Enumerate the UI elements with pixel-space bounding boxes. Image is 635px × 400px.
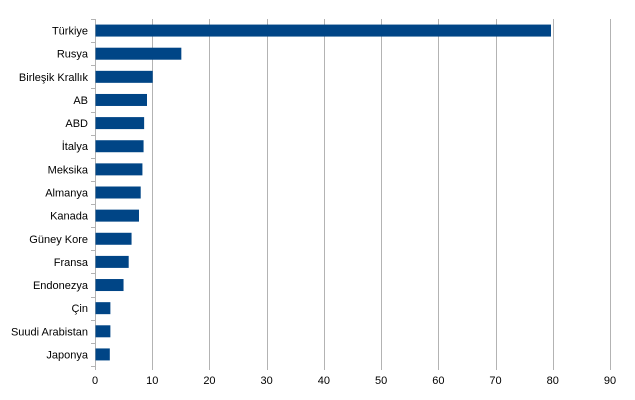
bar-6	[95, 163, 143, 176]
bar-9	[95, 232, 132, 245]
category-label: Türkiye	[52, 26, 88, 38]
bar-3	[95, 93, 147, 106]
bar-5	[95, 140, 144, 153]
bar-13	[95, 325, 111, 338]
category-label: Fransa	[54, 257, 89, 269]
category-label: Meksika	[48, 164, 89, 176]
category-label: Japonya	[46, 349, 88, 361]
x-tick-label: 90	[604, 375, 616, 387]
category-label: Çin	[71, 303, 88, 315]
x-tick-label: 20	[203, 375, 215, 387]
category-label: Kanada	[50, 211, 89, 223]
x-tick-label: 50	[375, 375, 387, 387]
x-tick-label: 30	[261, 375, 273, 387]
bar-11	[95, 279, 124, 292]
x-tick-label: 0	[92, 375, 98, 387]
category-label: Rusya	[57, 49, 89, 61]
category-label: Endonezya	[33, 280, 89, 292]
x-tick-label: 70	[489, 375, 501, 387]
bar-1	[95, 47, 182, 60]
category-label: Almanya	[45, 188, 89, 200]
bar-8	[95, 209, 139, 222]
category-label: İtalya	[62, 140, 89, 153]
category-label: Suudi Arabistan	[11, 326, 88, 338]
bar-0	[95, 24, 551, 37]
bar-14	[95, 348, 110, 361]
bar-4	[95, 117, 145, 130]
category-labels: Türkiye Rusya Birleşik Krallık AB ABD İtalya M…	[11, 26, 89, 362]
category-label: Birleşik Krallık	[19, 72, 89, 84]
x-tick-label: 60	[432, 375, 444, 387]
x-tick-label: 40	[318, 375, 330, 387]
category-label: AB	[73, 95, 88, 107]
grid-lines	[91, 19, 611, 370]
category-label: ABD	[65, 118, 88, 130]
bar-2	[95, 70, 153, 83]
x-tick-label: 10	[146, 375, 158, 387]
bar-7	[95, 186, 141, 199]
bar-10	[95, 255, 129, 268]
x-tick-labels: 0 10 20 30 40 50 60 70 80 90	[92, 375, 616, 387]
x-tick-label: 80	[547, 375, 559, 387]
bar-12	[95, 302, 111, 315]
category-label: Güney Kore	[29, 234, 88, 246]
bars	[95, 24, 551, 361]
